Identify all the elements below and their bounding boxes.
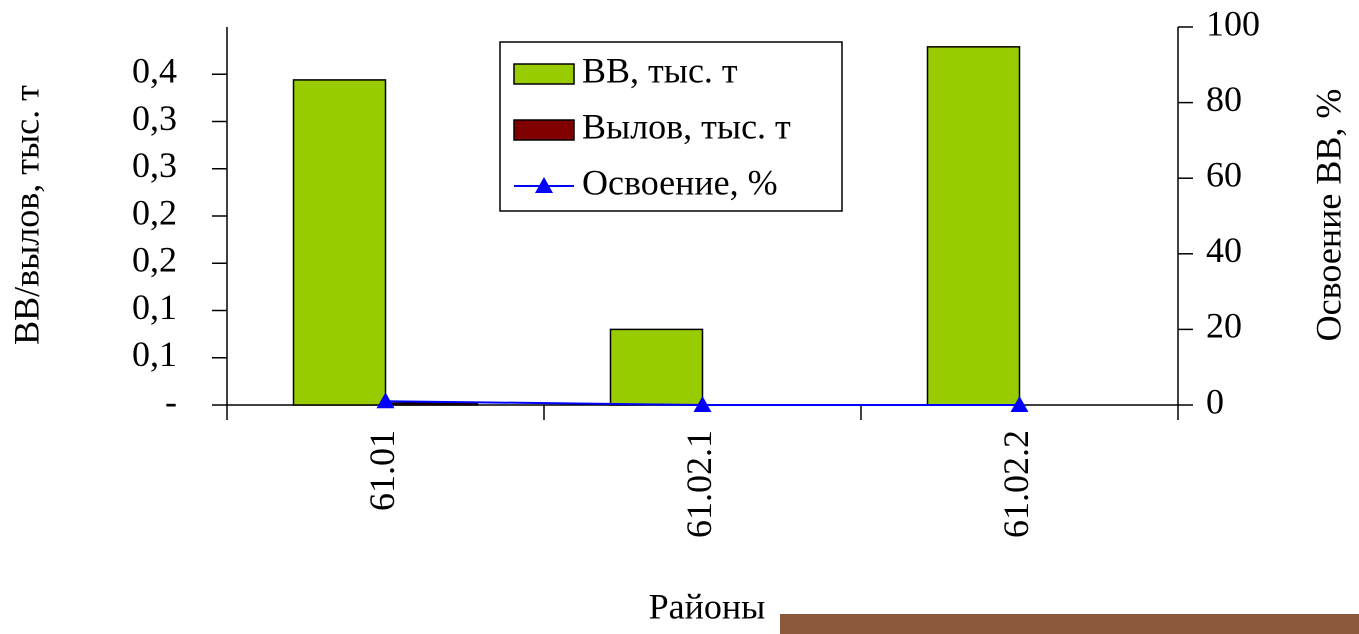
y-tick-label: 0,2 — [132, 192, 177, 232]
x-axis-title: Районы — [649, 586, 766, 626]
x-tick-label: 61.02.1 — [679, 430, 719, 538]
x-tick-label: 61.01 — [362, 430, 402, 511]
bar — [384, 402, 479, 406]
marker — [376, 392, 395, 409]
y2-tick-label: 80 — [1206, 79, 1242, 119]
bar — [292, 79, 387, 406]
y2-tick-label: 60 — [1206, 154, 1242, 194]
legend-swatch — [513, 119, 575, 141]
y2-tick-label: 0 — [1206, 381, 1224, 421]
legend-marker — [535, 177, 553, 193]
x-tick-label: 61.02.2 — [996, 430, 1036, 538]
y-tick-label: 0,2 — [132, 240, 177, 280]
y2-tick-label: 20 — [1206, 306, 1242, 346]
y-tick-label: 0,1 — [132, 334, 177, 374]
bar — [926, 46, 1021, 406]
y-tick-label: 0,3 — [132, 145, 177, 185]
legend-label: Вылов, тыс. т — [582, 106, 791, 146]
y-tick-label: - — [165, 381, 177, 421]
legend-swatch — [513, 63, 575, 85]
legend-label: ВВ, тыс. т — [582, 50, 738, 90]
y2-tick-label: 100 — [1206, 3, 1260, 43]
marker — [693, 396, 712, 412]
y-tick-label: 0,4 — [132, 51, 177, 91]
marker — [1010, 396, 1029, 412]
y2-tick-label: 40 — [1206, 230, 1242, 270]
decor-strip — [780, 614, 1359, 634]
y-axis-title: ВВ/вылов, тыс. т — [6, 85, 46, 345]
legend-label: Освоение, % — [582, 162, 778, 202]
y-tick-label: 0,1 — [132, 287, 177, 327]
y2-axis-title: Освоение ВВ, % — [1308, 89, 1348, 342]
bar — [609, 328, 704, 406]
y-tick-label: 0,3 — [132, 98, 177, 138]
